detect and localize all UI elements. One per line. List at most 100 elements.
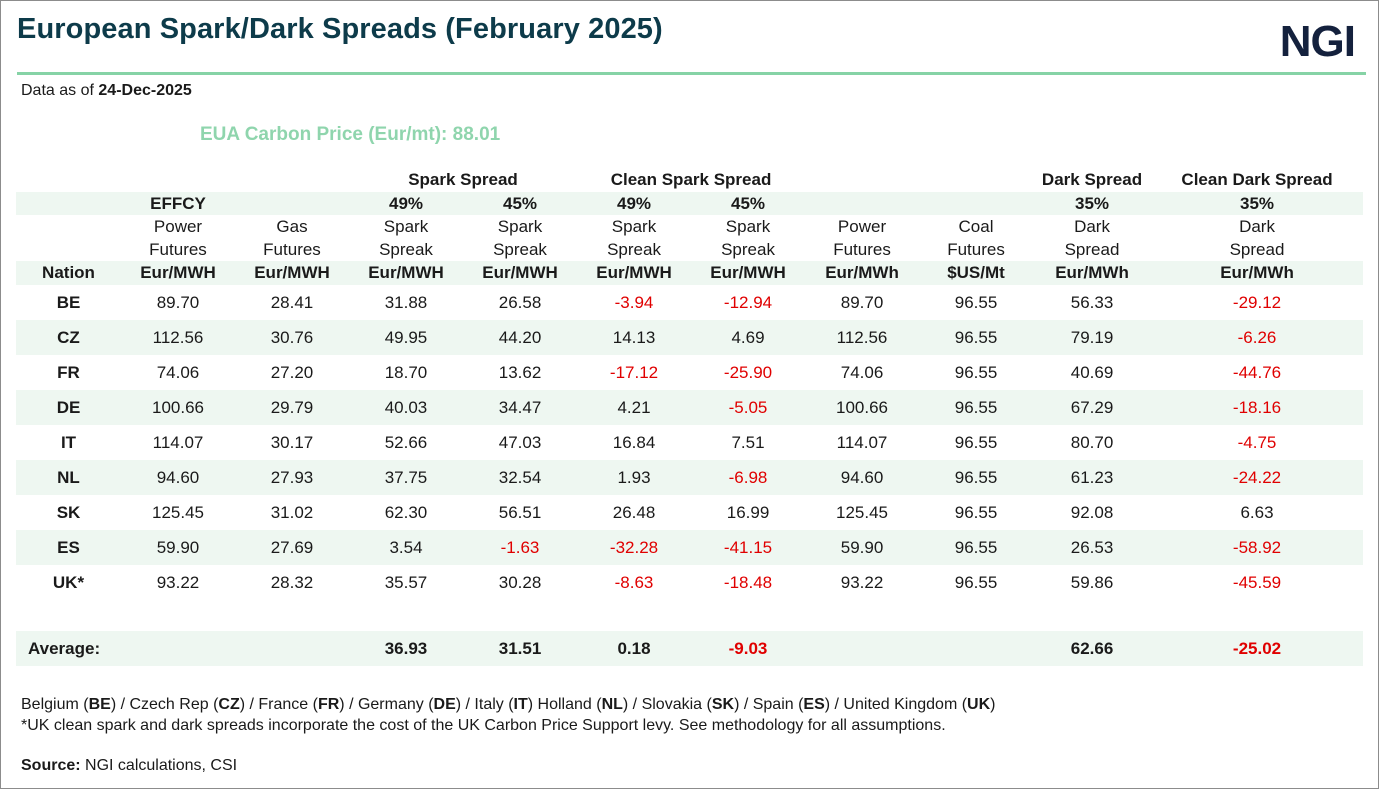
table-cell: 96.55: [954, 502, 998, 522]
as-of-date: 24-Dec-2025: [98, 82, 192, 99]
source-text: NGI calculations, CSI: [80, 757, 238, 774]
table-row: BE 89.70 28.41 31.88 26.58 -3.94 -12.94 …: [16, 285, 1363, 320]
average-label: Average:: [16, 631, 235, 666]
table-cell: 1.93: [577, 460, 692, 495]
avg-clean-49: 0.18: [577, 631, 692, 666]
uk-footnote: *UK clean spark and dark spreads incorpo…: [21, 717, 946, 734]
table-cell: 27.69: [235, 530, 349, 565]
unit-header: Eur/MWh: [1033, 261, 1152, 285]
table-cell: 28.32: [270, 572, 314, 592]
table-cell: 4.21: [577, 390, 692, 425]
table-cell: -18.16: [1151, 390, 1364, 425]
carbon-price: EUA Carbon Price (Eur/mt): 88.01: [200, 124, 501, 145]
table-cell: 30.28: [498, 572, 542, 592]
col-header: Gas: [276, 217, 308, 236]
table-cell: 56.51: [498, 502, 542, 522]
table-cell: -44.76: [1232, 362, 1282, 382]
eff-spark-49: 49%: [349, 192, 463, 215]
table-cell: -6.98: [691, 460, 806, 495]
table-cell: 114.07: [836, 432, 888, 452]
table-cell: 114.07: [152, 432, 204, 452]
nation-cell: SK: [56, 502, 81, 522]
table-cell: 96.55: [919, 390, 1034, 425]
table-cell: 112.56: [121, 320, 235, 355]
table-cell: 125.45: [836, 502, 889, 522]
table-row: IT 114.07 30.17 52.66 47.03 16.84 7.51 1…: [16, 425, 1363, 460]
table-cell: 93.22: [840, 572, 884, 592]
table-cell: 31.88: [384, 292, 428, 312]
average-row: Average: 36.93 31.51 0.18 -9.03 62.66 -2…: [16, 631, 1364, 666]
page-title: European Spark/Dark Spreads (February 20…: [17, 13, 663, 45]
header-line2-row: Futures Futures Spreak Spreak Spreak Spr…: [16, 239, 1363, 261]
table-cell: -25.90: [723, 362, 773, 382]
table-cell: 30.76: [235, 320, 349, 355]
nation-cell: CZ: [16, 320, 121, 355]
table-cell: 31.02: [270, 502, 314, 522]
table-cell: -45.59: [1232, 572, 1282, 592]
country-legend: Belgium (BE) / Czech Rep (CZ) / France (…: [21, 696, 996, 713]
table-cell: 6.63: [1240, 502, 1274, 522]
table-cell: 96.55: [954, 572, 998, 592]
units-row: Nation Eur/MWH Eur/MWH Eur/MWH Eur/MWH E…: [16, 261, 1364, 285]
dark-spread-header: Dark Spread: [1041, 170, 1143, 189]
table-cell: 49.95: [349, 320, 463, 355]
efficiency-row: EFFCY 49% 45% 49% 45% 35% 35%: [16, 192, 1364, 215]
table-cell: -1.63: [463, 530, 578, 565]
table-cell: -5.05: [691, 390, 806, 425]
col-header: Dark: [1074, 217, 1110, 236]
table-cell: 96.55: [919, 530, 1034, 565]
eff-spark-45: 45%: [463, 192, 578, 215]
table-cell: 59.90: [121, 530, 235, 565]
table-cell: 96.55: [954, 362, 998, 382]
table-cell: -8.63: [614, 572, 654, 592]
col-header: Spark: [725, 217, 771, 236]
unit-header: Eur/MWH: [577, 261, 692, 285]
table-cell: 74.06: [156, 362, 200, 382]
col-header: Futures: [833, 240, 891, 259]
col-header: Spreak: [493, 240, 547, 259]
col-header: Power: [837, 217, 887, 236]
table-cell: 4.69: [691, 320, 806, 355]
col-header: Futures: [947, 240, 1005, 259]
col-header: Spreak: [721, 240, 775, 259]
table-cell: 100.66: [121, 390, 235, 425]
unit-header: Eur/MWH: [235, 261, 349, 285]
table-cell: 40.03: [349, 390, 463, 425]
table-cell: 100.66: [805, 390, 920, 425]
col-header: Spark: [383, 217, 429, 236]
table-cell: 32.54: [463, 460, 578, 495]
table-cell: 28.41: [270, 292, 314, 312]
table-cell: 94.60: [805, 460, 920, 495]
table-cell: 89.70: [156, 292, 200, 312]
table-cell: 14.13: [577, 320, 692, 355]
table-cell: 56.33: [1070, 292, 1114, 312]
effcy-label: EFFCY: [121, 192, 235, 215]
title-divider: [17, 72, 1366, 75]
col-header: Spread: [1229, 240, 1285, 259]
table-cell: -6.26: [1151, 320, 1364, 355]
eff-clean-dark-35: 35%: [1151, 192, 1364, 215]
nation-cell: ES: [16, 530, 121, 565]
table-cell: 26.58: [498, 292, 542, 312]
eff-dark-35: 35%: [1033, 192, 1152, 215]
table-cell: 62.30: [384, 502, 428, 522]
table-cell: -58.92: [1151, 530, 1364, 565]
table-cell: -24.22: [1151, 460, 1364, 495]
table-cell: 67.29: [1033, 390, 1152, 425]
avg-spark-49: 36.93: [349, 631, 463, 666]
table-cell: 112.56: [805, 320, 920, 355]
eff-clean-45: 45%: [691, 192, 806, 215]
table-cell: -18.48: [723, 572, 773, 592]
table-cell: 52.66: [384, 432, 428, 452]
table-cell: 34.47: [463, 390, 578, 425]
table-cell: 16.84: [612, 432, 656, 452]
table-cell: -29.12: [1232, 292, 1282, 312]
avg-clean-45: -9.03: [691, 631, 806, 666]
group-header-row: Spark Spread Clean Spark Spread Dark Spr…: [16, 168, 1363, 192]
table-cell: -4.75: [1237, 432, 1277, 452]
table-cell: -17.12: [609, 362, 659, 382]
table-cell: 35.57: [384, 572, 428, 592]
table-cell: 40.69: [1070, 362, 1114, 382]
table-cell: 30.17: [270, 432, 314, 452]
table-cell: -3.94: [614, 292, 654, 312]
